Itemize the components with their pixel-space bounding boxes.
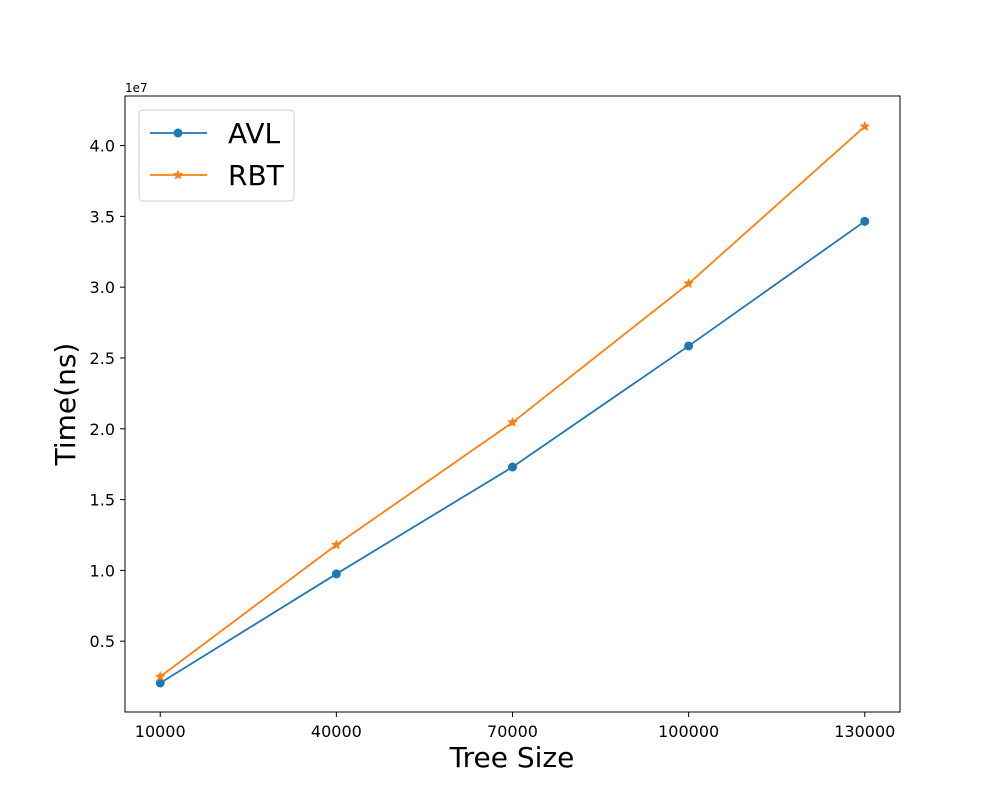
legend: AVL RBT [138,109,295,202]
data-point-avl [860,216,870,226]
x-axis-ticks: 10000 40000 70000 100000 130000 [135,712,895,741]
data-point-rbt [683,277,695,289]
series-avl [155,216,870,688]
x-tick-label: 70000 [487,722,538,741]
data-point-rbt [507,416,518,427]
legend-marker-avl [173,128,183,138]
y-axis-label: Time(ns) [49,343,82,467]
data-point-rbt [859,120,871,132]
x-tick-label: 10000 [135,722,186,741]
data-point-rbt [330,539,342,550]
x-tick-label: 130000 [834,722,895,741]
legend-marker-rbt [172,169,184,180]
y-tick-label: 0.5 [90,632,115,651]
y-tick-label: 1.0 [90,561,115,580]
x-tick-label: 40000 [311,722,362,741]
y-tick-label: 2.5 [90,349,115,368]
data-point-rbt [154,670,166,682]
series-layer [154,120,871,688]
data-point-avl [155,678,165,688]
y-tick-label: 1.5 [90,491,115,510]
y-tick-label: 3.0 [90,278,115,297]
legend-item-avl: AVL [150,117,281,150]
y-tick-label: 3.5 [90,207,115,226]
data-point-avl [331,569,341,579]
y-tick-label: 4.0 [90,137,115,156]
data-point-avl [508,462,517,472]
data-point-avl [684,341,694,351]
y-tick-label: 2.0 [90,420,115,439]
legend-label-avl: AVL [228,117,281,150]
x-tick-label: 100000 [658,722,719,741]
series-rbt [154,120,871,682]
legend-label-rbt: RBT [228,159,285,192]
legend-item-rbt: RBT [150,159,285,192]
y-axis-offset-label: 1e7 [125,81,148,95]
y-axis-ticks: 0.5 1.0 1.5 2.0 2.5 3.0 3.5 4.0 [90,137,125,651]
x-axis-label: Tree Size [449,741,575,774]
